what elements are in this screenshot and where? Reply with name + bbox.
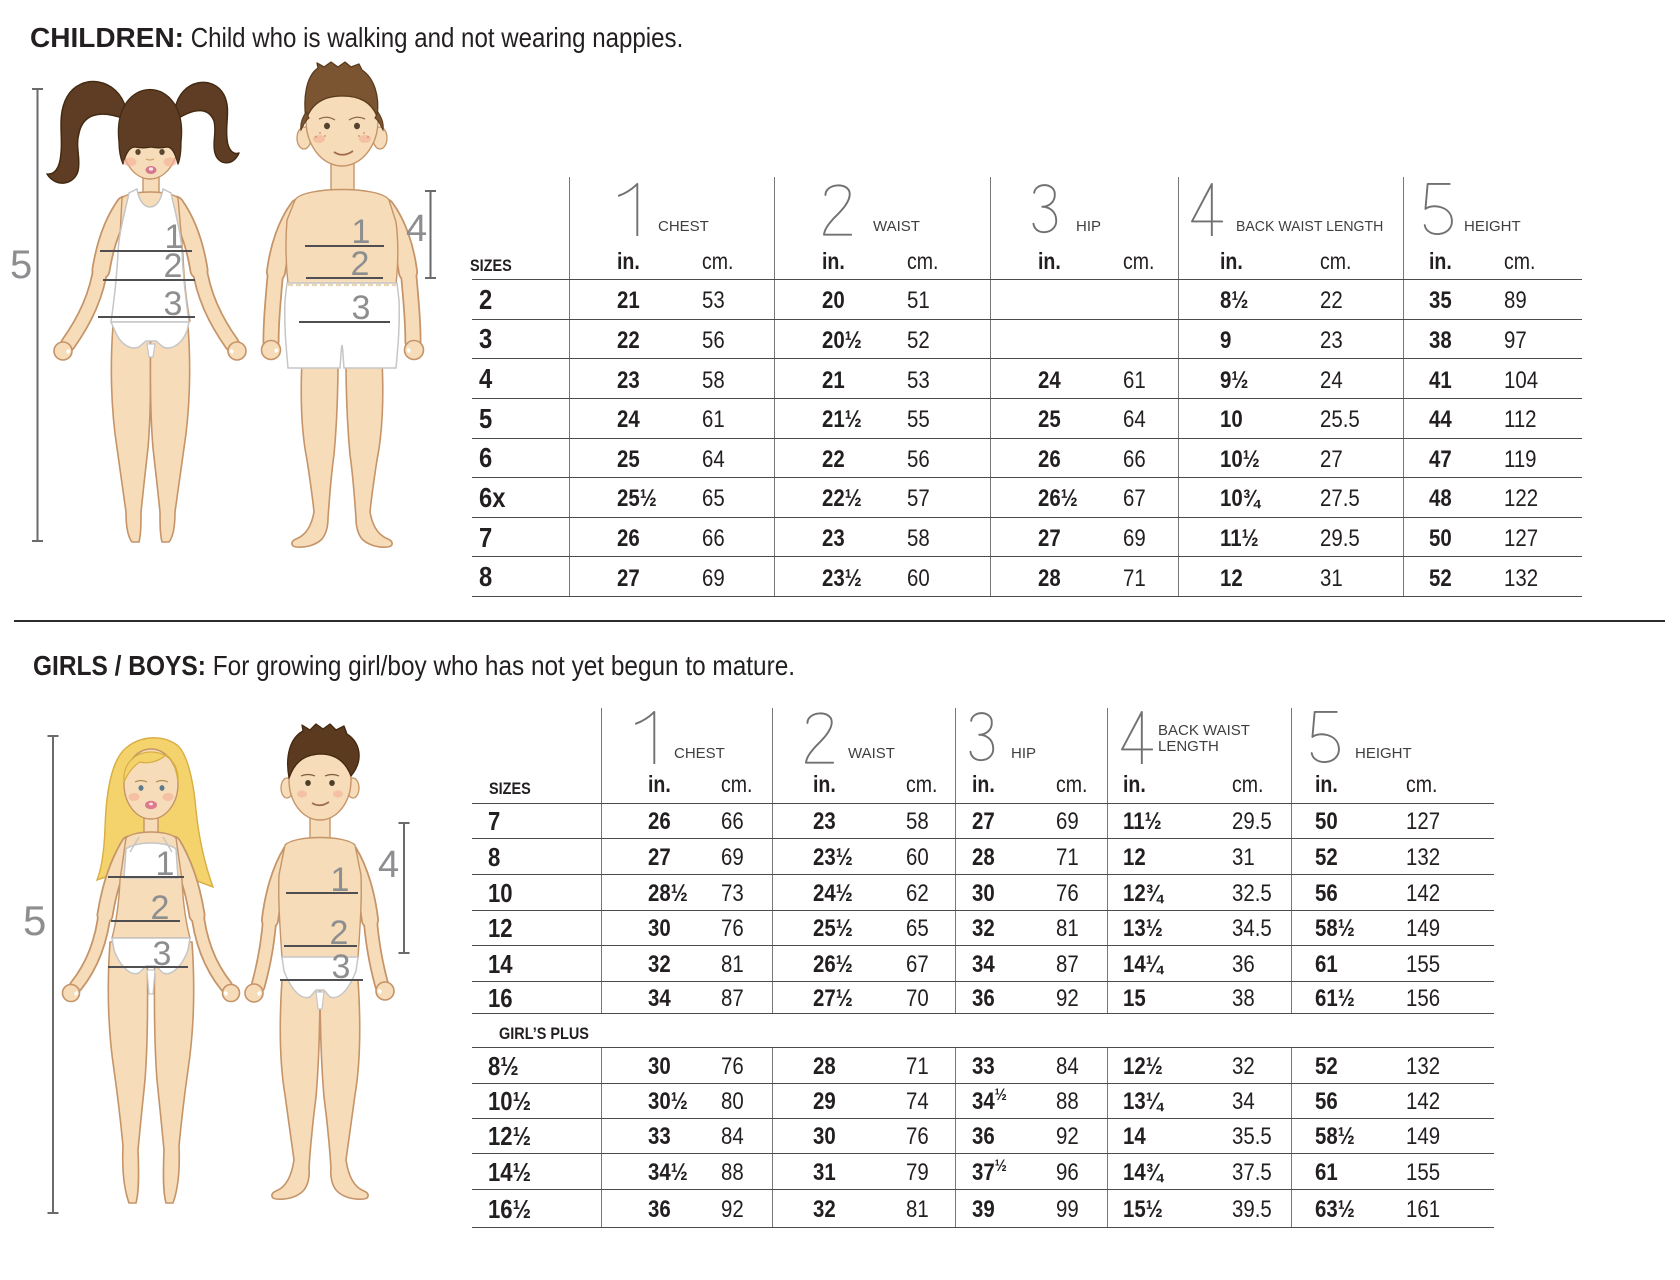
- svg-text:2: 2: [151, 889, 170, 927]
- svg-text:3: 3: [352, 289, 371, 327]
- svg-text:4: 4: [378, 844, 399, 886]
- svg-text:5: 5: [23, 897, 46, 944]
- svg-text:4: 4: [406, 208, 427, 250]
- svg-text:2: 2: [164, 247, 183, 285]
- svg-text:3: 3: [164, 285, 183, 323]
- svg-text:1: 1: [331, 861, 350, 899]
- svg-text:2: 2: [330, 914, 349, 952]
- svg-text:1: 1: [352, 213, 371, 251]
- svg-text:5: 5: [10, 243, 32, 287]
- svg-text:3: 3: [153, 935, 172, 973]
- svg-text:3: 3: [332, 948, 351, 986]
- svg-text:1: 1: [156, 845, 175, 883]
- svg-text:1: 1: [165, 218, 184, 256]
- svg-text:2: 2: [351, 245, 370, 283]
